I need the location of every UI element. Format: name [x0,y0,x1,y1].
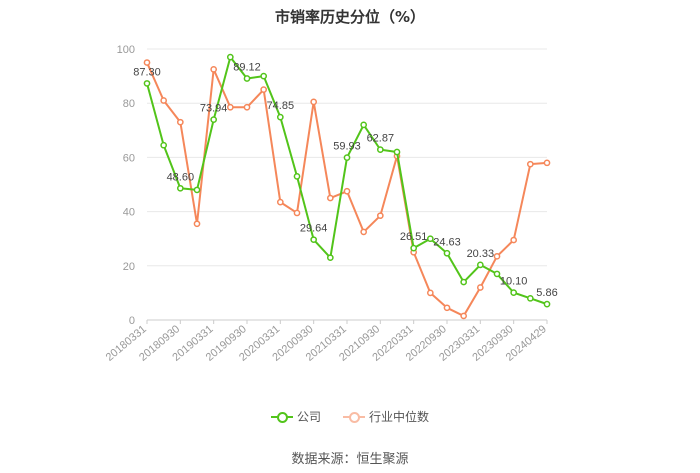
data-label: 59.93 [333,141,361,153]
data-point-industry [476,284,484,291]
data-point-industry [543,159,551,167]
data-label: 62.87 [367,133,395,145]
data-point-company [510,289,518,296]
data-source: 数据来源：恒生聚源 [291,452,409,467]
legend-swatch-industry [343,411,365,423]
data-point-industry [226,103,234,111]
data-point-company [460,278,468,286]
y-tick-label: 40 [123,207,135,219]
data-point-industry [293,209,301,217]
chart-title: 市销率历史分位（%） [274,8,426,26]
data-label: 74.85 [267,100,295,112]
y-tick-label: 60 [123,152,135,164]
data-label: 26.51 [400,231,428,243]
y-tick-label: 0 [129,315,135,327]
data-point-company [543,300,551,308]
data-point-company [426,235,434,243]
data-point-company [476,261,484,269]
legend: 公司 行业中位数 [0,408,700,425]
data-label: 87.30 [133,66,161,78]
data-label: 20.33 [467,248,495,260]
data-label: 10.10 [500,276,528,288]
data-point-company [376,146,384,153]
data-point-industry [343,187,351,195]
data-point-industry [510,236,518,244]
data-point-industry [326,194,334,202]
data-point-company [326,254,334,262]
data-point-company [293,173,301,180]
data-point-company [210,116,218,123]
legend-label-company: 公司 [296,410,321,424]
data-point-industry [176,118,184,126]
data-point-company [193,186,201,194]
data-point-industry [310,98,318,106]
legend-item-industry[interactable]: 行业中位数 [343,408,429,425]
data-point-industry [276,198,284,206]
data-point-industry [260,86,268,94]
data-point-company [310,236,318,244]
data-label: 5.86 [536,287,557,299]
y-tick-label: 100 [117,44,135,56]
data-point-company [143,80,151,87]
legend-item-company[interactable]: 公司 [270,408,321,425]
data-point-company [360,121,368,129]
data-point-company [243,75,251,82]
legend-label-industry: 行业中位数 [369,410,430,424]
data-point-industry [493,252,501,260]
data-label: 24.63 [433,236,461,248]
data-point-company [226,53,234,61]
legend-swatch-company [270,411,293,423]
data-point-company [410,244,418,252]
data-point-company [493,270,501,278]
data-point-industry [443,304,451,312]
data-point-industry [160,97,168,104]
data-point-company [443,249,451,257]
data-point-industry [360,228,368,236]
data-label: 73.94 [200,103,228,115]
y-tick-label: 80 [123,98,135,110]
data-point-company [343,154,351,161]
data-point-industry [526,160,534,168]
data-point-industry [376,212,384,220]
series-line-company [146,56,548,306]
data-point-company [393,148,401,156]
data-point-company [276,113,284,121]
data-point-company [160,141,168,149]
data-point-industry [193,220,201,228]
data-label: 89.12 [233,61,261,73]
data-label: 29.64 [300,223,328,235]
data-point-company [260,72,268,80]
data-point-company [176,184,184,192]
data-point-industry [243,103,251,111]
data-point-company [526,294,534,302]
data-point-industry [426,289,434,297]
data-point-industry [210,65,218,73]
y-tick-label: 20 [123,261,135,273]
data-point-industry [460,312,468,320]
data-point-industry [143,59,151,66]
data-label: 48.60 [167,171,195,183]
